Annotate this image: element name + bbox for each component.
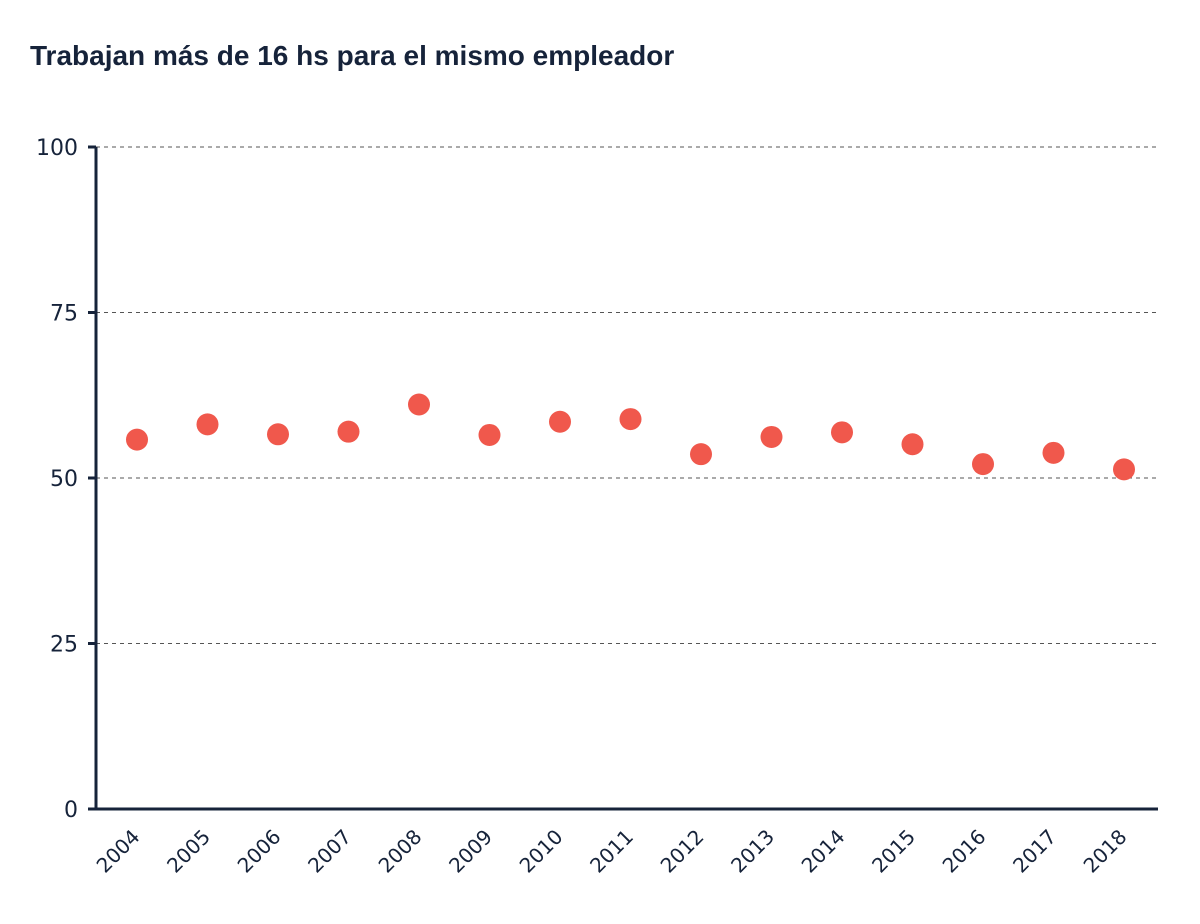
data-point bbox=[760, 425, 783, 448]
y-tick-label: 75 bbox=[50, 302, 78, 327]
data-point bbox=[901, 433, 924, 456]
x-tick-label: 2015 bbox=[867, 825, 920, 878]
x-tick-label: 2016 bbox=[938, 825, 991, 878]
x-tick-label: 2018 bbox=[1079, 825, 1132, 878]
x-tick-label: 2014 bbox=[797, 825, 850, 878]
data-point bbox=[196, 413, 219, 436]
x-tick-label: 2005 bbox=[162, 825, 215, 878]
y-tick-label: 0 bbox=[64, 798, 78, 823]
data-point bbox=[972, 453, 994, 476]
x-tick-label: 2008 bbox=[374, 825, 427, 878]
data-point bbox=[478, 423, 501, 446]
y-tick-label: 50 bbox=[50, 467, 78, 492]
data-point bbox=[690, 443, 712, 466]
y-tick-label: 100 bbox=[36, 136, 78, 161]
data-point bbox=[1042, 441, 1065, 464]
data-point bbox=[549, 410, 571, 433]
x-tick-label: 2011 bbox=[585, 825, 638, 878]
x-tick-label: 2004 bbox=[92, 825, 145, 878]
x-tick-label: 2012 bbox=[656, 825, 709, 878]
x-tick-label: 2017 bbox=[1008, 825, 1061, 878]
grid-lines bbox=[96, 146, 1158, 644]
data-point bbox=[267, 423, 289, 446]
x-tick-label: 2007 bbox=[303, 825, 356, 878]
y-tick-labels: 0 25 50 75 100 bbox=[36, 136, 78, 823]
x-tick-label: 2010 bbox=[515, 825, 568, 878]
x-tick-label: 2006 bbox=[233, 825, 286, 878]
y-tick-label: 25 bbox=[50, 633, 78, 658]
data-point bbox=[1113, 458, 1135, 481]
axes bbox=[88, 145, 1158, 811]
data-point bbox=[126, 428, 148, 451]
x-tick-labels: 2004 2005 2006 2007 2008 2009 2010 2011 2012 2013… bbox=[92, 825, 1132, 878]
data-point bbox=[831, 421, 853, 444]
data-point bbox=[408, 393, 430, 416]
data-points bbox=[126, 393, 1135, 481]
x-tick-label: 2009 bbox=[444, 825, 497, 878]
chart-title: Trabajan más de 16 hs para el mismo empl… bbox=[30, 40, 675, 71]
x-tick-label: 2013 bbox=[726, 825, 779, 878]
data-point bbox=[619, 408, 642, 431]
data-point bbox=[337, 420, 360, 443]
